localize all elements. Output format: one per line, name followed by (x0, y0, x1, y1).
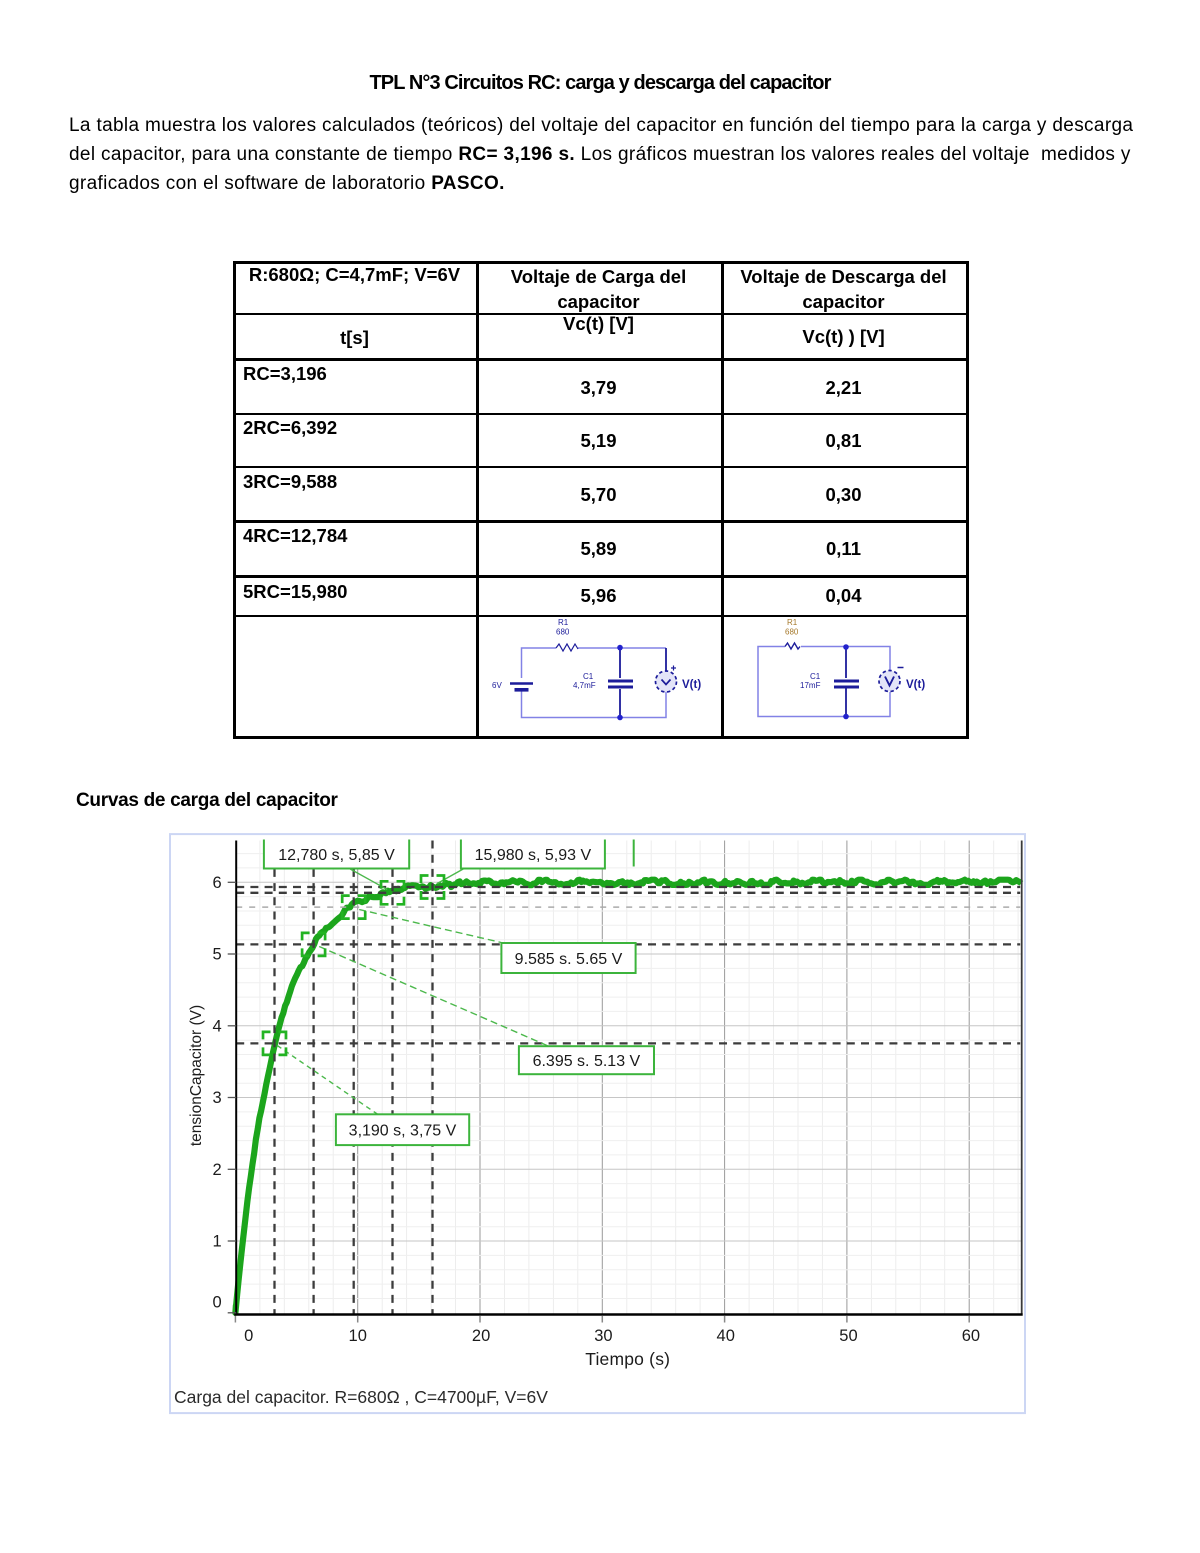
svg-text:4: 4 (212, 1017, 221, 1035)
svg-text:5: 5 (212, 945, 221, 963)
svg-text:20: 20 (472, 1327, 490, 1345)
svg-text:12,780 s, 5,85 V: 12,780 s, 5,85 V (278, 847, 395, 864)
svg-text:15,980 s, 5,93 V: 15,980 s, 5,93 V (474, 847, 591, 864)
svg-text:6V: 6V (492, 681, 502, 690)
svg-text:3,190 s, 3,75 V: 3,190 s, 3,75 V (348, 1122, 456, 1139)
svg-text:4,7mF: 4,7mF (573, 681, 596, 690)
svg-text:2: 2 (212, 1160, 221, 1178)
svg-text:Tiempo (s): Tiempo (s) (585, 1349, 670, 1369)
svg-text:6: 6 (212, 873, 221, 891)
svg-text:680: 680 (556, 628, 570, 637)
svg-text:50: 50 (839, 1327, 857, 1345)
svg-text:30: 30 (594, 1327, 612, 1345)
svg-text:C1: C1 (810, 672, 821, 681)
svg-text:0: 0 (212, 1293, 221, 1311)
svg-text:40: 40 (716, 1327, 734, 1345)
svg-text:C1: C1 (583, 672, 594, 681)
svg-text:R1: R1 (787, 618, 798, 627)
svg-text:V(t): V(t) (682, 679, 701, 691)
svg-text:6.395 s. 5.13 V: 6.395 s. 5.13 V (532, 1053, 640, 1070)
svg-text:10: 10 (348, 1327, 366, 1345)
svg-text:0: 0 (244, 1327, 253, 1345)
svg-text:R1: R1 (558, 618, 569, 627)
svg-text:1: 1 (212, 1232, 221, 1250)
svg-text:9.585 s. 5.65 V: 9.585 s. 5.65 V (514, 951, 622, 968)
svg-text:V(t): V(t) (906, 679, 925, 691)
svg-text:60: 60 (962, 1327, 980, 1345)
svg-text:17mF: 17mF (800, 681, 821, 690)
svg-text:3: 3 (212, 1089, 221, 1107)
svg-text:680: 680 (785, 628, 799, 637)
svg-text:tensionCapacitor (V): tensionCapacitor (V) (188, 1004, 205, 1145)
